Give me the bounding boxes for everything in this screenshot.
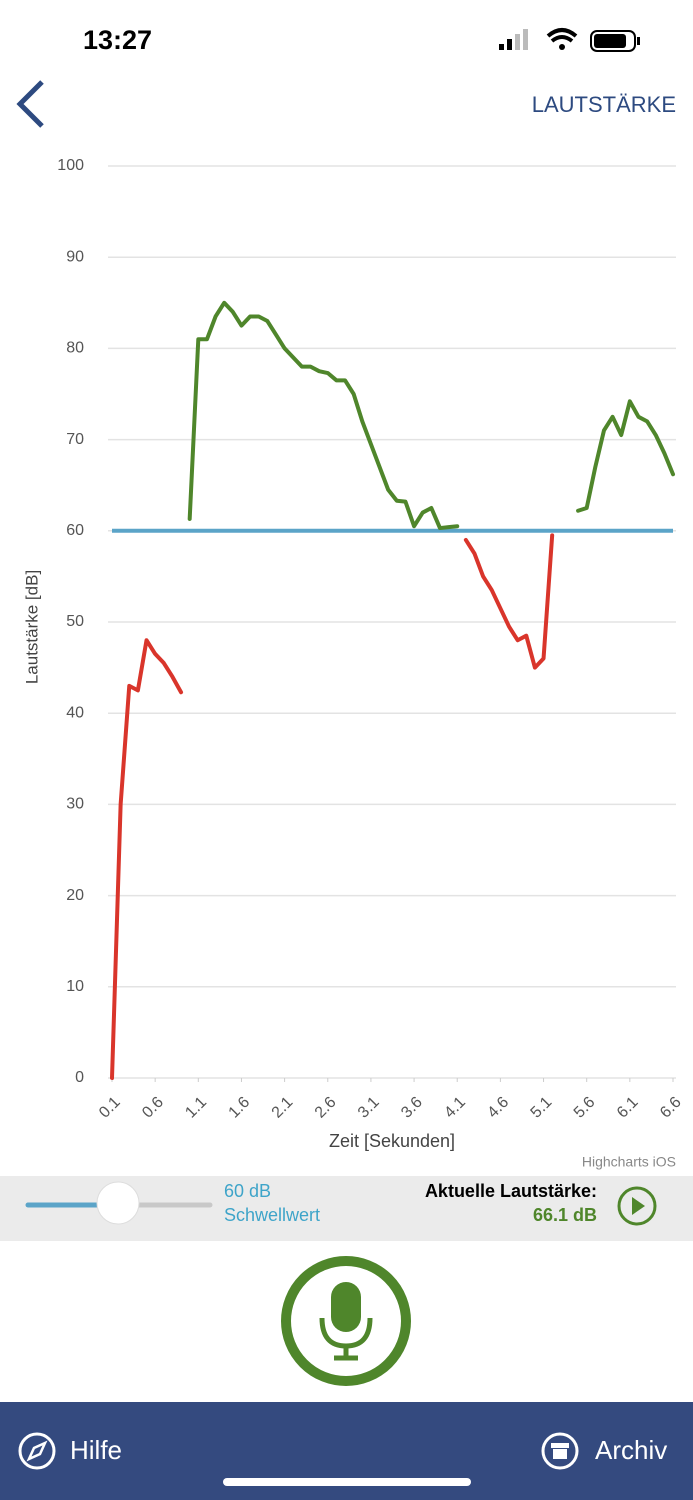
archive-label: Archiv (595, 1435, 667, 1465)
x-tick-label: 6.1 (614, 1094, 642, 1122)
data-line (110, 533, 555, 1080)
y-tick-label: 100 (57, 157, 84, 174)
y-axis-title: Lautstärke [dB] (22, 570, 41, 684)
current-value: 66.1 dB (533, 1205, 597, 1225)
y-tick-label: 90 (66, 248, 84, 265)
y-tick-label: 10 (66, 978, 84, 995)
y-tick-label: 0 (75, 1069, 84, 1086)
record-button[interactable] (281, 1256, 411, 1386)
help-label: Hilfe (70, 1435, 122, 1465)
x-tick-label: 3.1 (355, 1094, 383, 1122)
y-tick-label: 30 (66, 796, 84, 813)
archive-tab[interactable]: Archiv (541, 1432, 667, 1470)
x-tick-label: 4.6 (484, 1094, 512, 1122)
y-tick-label: 80 (66, 340, 84, 357)
y-tick-label: 60 (66, 522, 84, 539)
x-tick-label: 0.6 (139, 1094, 167, 1122)
back-button[interactable] (16, 80, 44, 128)
x-tick-label: 2.1 (269, 1094, 297, 1122)
threshold-slider[interactable] (25, 1181, 213, 1225)
screen-title: LAUTSTÄRKE (532, 92, 676, 117)
current-label: Aktuelle Lautstärke: (425, 1181, 597, 1201)
data-line (187, 300, 675, 531)
x-tick-label: 6.6 (657, 1094, 685, 1122)
home-indicator (223, 1478, 471, 1486)
x-axis-title: Zeit [Sekunden] (329, 1131, 455, 1151)
help-tab[interactable]: Hilfe (18, 1432, 122, 1470)
chart-credit: Highcharts iOS (582, 1154, 676, 1170)
x-tick-label: 1.1 (182, 1094, 210, 1122)
y-tick-label: 70 (66, 431, 84, 448)
threshold-value: 60 dB (224, 1181, 271, 1201)
y-tick-label: 50 (66, 613, 84, 630)
x-tick-label: 1.6 (226, 1094, 254, 1122)
x-tick-label: 5.6 (571, 1094, 599, 1122)
play-button[interactable] (617, 1186, 657, 1226)
y-tick-label: 40 (66, 704, 84, 721)
status-icons (499, 28, 640, 52)
x-tick-label: 4.1 (441, 1094, 469, 1122)
x-tick-label: 5.1 (528, 1094, 556, 1122)
status-time: 13:27 (83, 25, 152, 55)
threshold-caption: Schwellwert (224, 1205, 320, 1225)
x-tick-label: 2.6 (312, 1094, 340, 1122)
x-tick-label: 0.1 (96, 1094, 124, 1122)
x-tick-label: 3.6 (398, 1094, 426, 1122)
chart: 0 10 20 30 40 50 60 70 80 90 100 0.1 0.6 1.1 1.6 2.1 2.6… (57, 157, 685, 1121)
y-tick-label: 20 (66, 887, 84, 904)
